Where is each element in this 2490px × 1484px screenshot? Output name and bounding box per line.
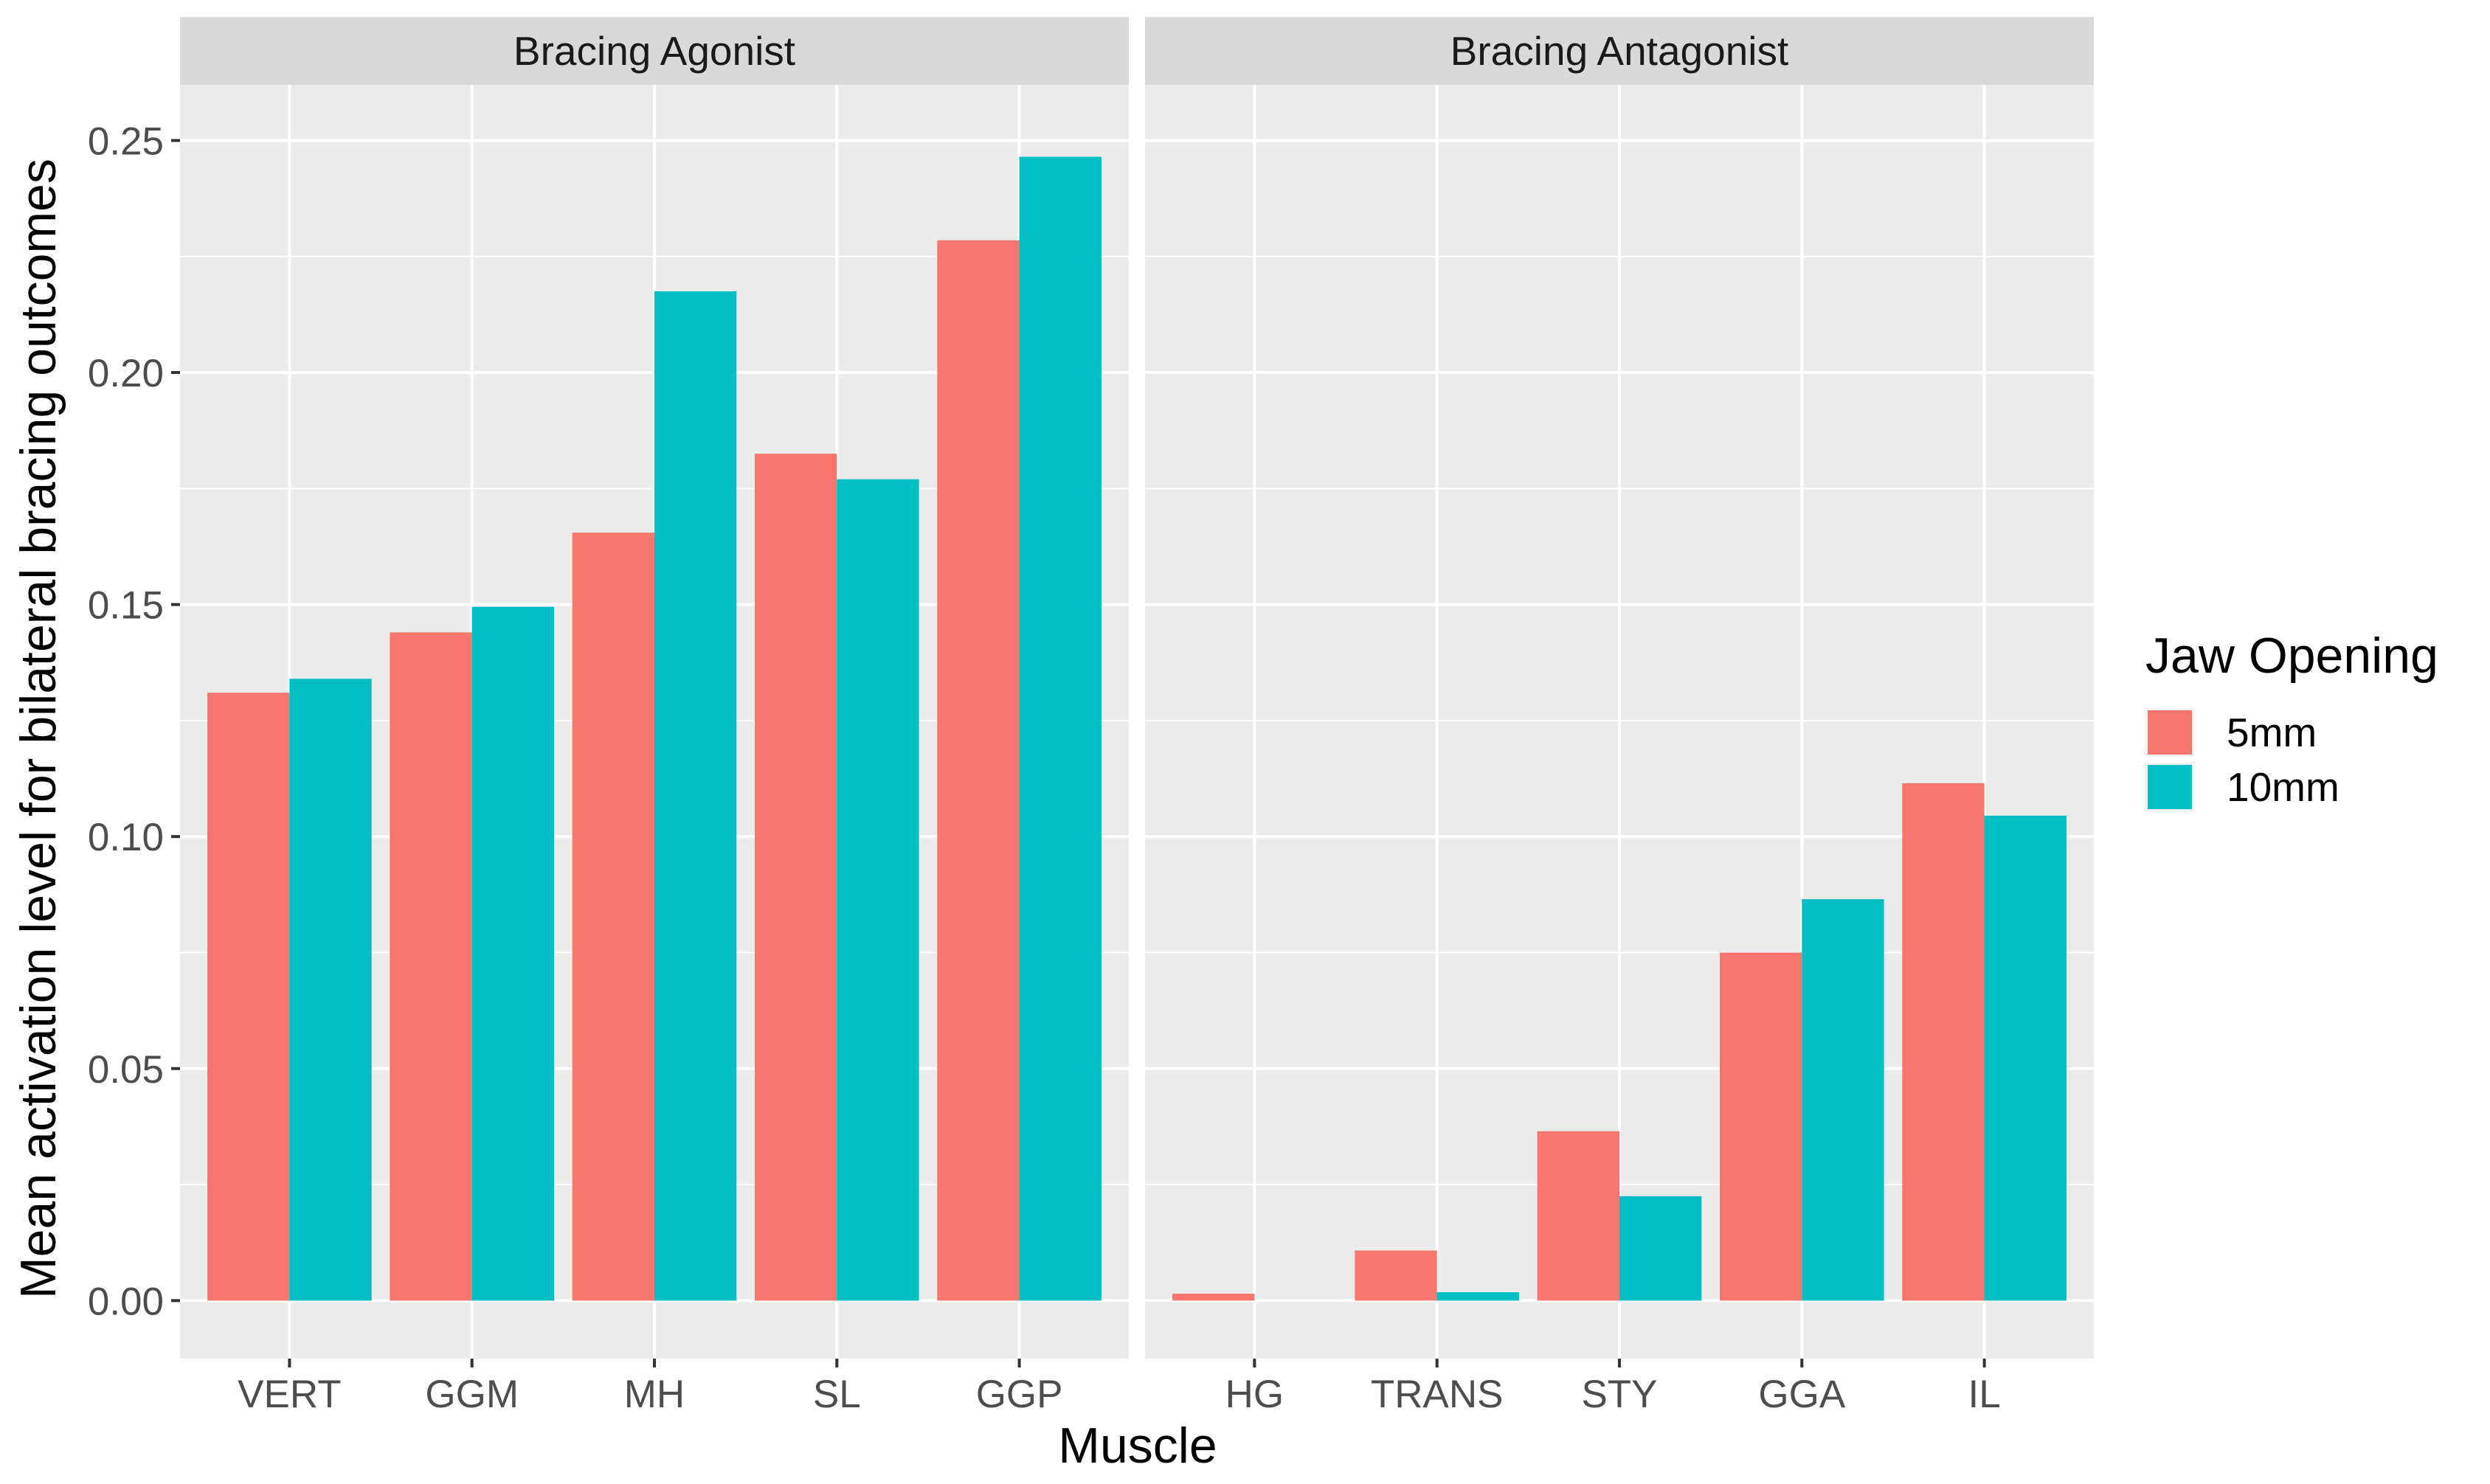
- bar-ggm-5mm: [390, 632, 472, 1301]
- y-tick-label: 0.00: [88, 1280, 164, 1323]
- legend-label: 5mm: [2227, 710, 2317, 755]
- y-tick-label: 0.05: [88, 1048, 164, 1092]
- bar-trans-5mm: [1355, 1250, 1437, 1301]
- bar-mh-5mm: [572, 533, 654, 1301]
- bar-vert-10mm: [289, 679, 372, 1301]
- bar-sty-5mm: [1537, 1131, 1619, 1301]
- facet-strip: [1145, 17, 2094, 85]
- x-axis-title: Muscle: [1058, 1418, 1217, 1474]
- legend-label: 10mm: [2227, 764, 2339, 810]
- x-tick-label: VERT: [238, 1373, 341, 1416]
- y-axis: 0.00 0.05 0.10 0.15 0.20 0.25: [88, 119, 180, 1323]
- y-axis-title: Mean activation level for bilateral brac…: [10, 159, 66, 1299]
- legend-swatch-10mm: [2148, 765, 2192, 809]
- x-tick-label: GGM: [425, 1373, 519, 1416]
- facet-title: Bracing Agonist: [513, 28, 795, 74]
- bar-sty-10mm: [1619, 1196, 1702, 1301]
- legend: Jaw Opening 5mm 10mm: [2145, 628, 2438, 811]
- x-tick-label: TRANS: [1371, 1373, 1504, 1416]
- facet-strip: [180, 17, 1129, 85]
- bar-sl-10mm: [837, 479, 919, 1301]
- x-tick-label: HG: [1225, 1373, 1284, 1416]
- x-tick-label: STY: [1581, 1373, 1657, 1416]
- y-tick-label: 0.10: [88, 816, 164, 859]
- bar-vert-5mm: [207, 693, 290, 1301]
- x-tick-label: GGA: [1758, 1373, 1845, 1416]
- bar-hg-5mm: [1172, 1293, 1255, 1301]
- legend-swatch-5mm: [2148, 710, 2192, 755]
- x-tick-label: MH: [624, 1373, 685, 1416]
- panels: Bracing Agonist VERT GGM MH SL GGP Bracing Ant…: [180, 17, 2094, 1416]
- bar-gga-5mm: [1720, 952, 1802, 1301]
- x-tick-label: SL: [813, 1373, 861, 1416]
- legend-title: Jaw Opening: [2145, 628, 2438, 684]
- bar-ggm-10mm: [471, 606, 554, 1301]
- bar-gga-10mm: [1802, 899, 1884, 1301]
- bar-il-10mm: [1984, 815, 2067, 1301]
- facet-panel: Bracing Agonist VERT GGM MH SL GGP: [180, 17, 1129, 1416]
- facet-panel: Bracing Antagonist HG TRANS STY GGA IL: [1145, 17, 2094, 1416]
- y-tick-label: 0.20: [88, 352, 164, 395]
- bar-sl-5mm: [755, 454, 837, 1301]
- bar-ggp-5mm: [937, 240, 1020, 1301]
- x-tick-label: IL: [1968, 1373, 2001, 1416]
- y-tick-label: 0.15: [88, 584, 164, 628]
- bar-ggp-10mm: [1019, 156, 1102, 1301]
- x-tick-label: GGP: [976, 1373, 1063, 1416]
- bar-trans-10mm: [1436, 1292, 1519, 1301]
- y-tick-label: 0.25: [88, 119, 164, 163]
- facet-title: Bracing Antagonist: [1450, 28, 1789, 74]
- bar-il-5mm: [1902, 783, 1985, 1301]
- bar-mh-10mm: [654, 291, 737, 1301]
